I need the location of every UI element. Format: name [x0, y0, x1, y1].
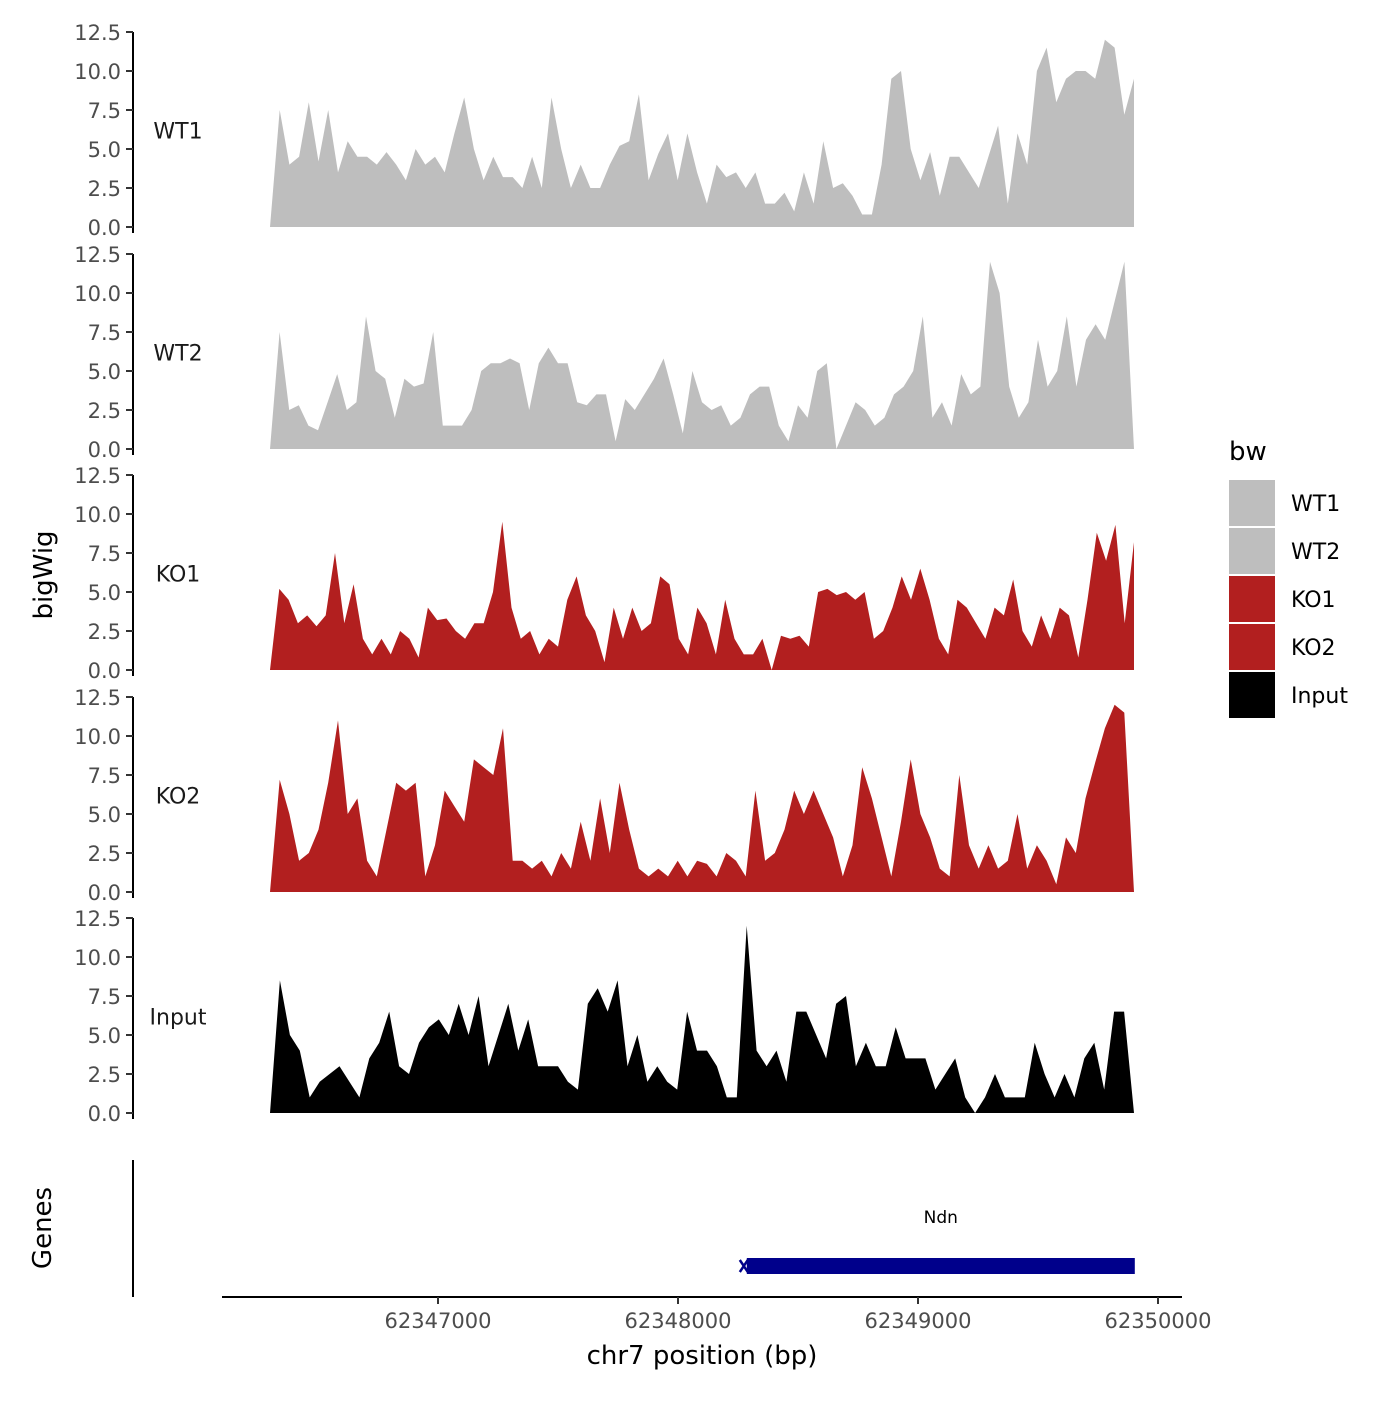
- legend-label: KO1: [1291, 588, 1336, 613]
- y-tick-label: 0.0: [88, 216, 121, 240]
- y-tick-label: 0.0: [88, 881, 121, 905]
- y-tick-label: 10.0: [74, 946, 121, 970]
- y-tick-label: 12.5: [74, 686, 121, 710]
- y-tick-label: 12.5: [74, 243, 121, 267]
- y-tick-label: 5.0: [88, 1024, 121, 1048]
- y-tick-label: 7.5: [88, 542, 121, 566]
- y-tick-label: 7.5: [88, 764, 121, 788]
- legend-title: bw: [1229, 437, 1267, 467]
- y-tick-label: 10.0: [74, 60, 121, 84]
- y-tick-label: 2.5: [88, 177, 121, 201]
- signal-area-ko1: [270, 521, 1134, 670]
- signal-area-input: [270, 925, 1134, 1113]
- y-tick-label: 2.5: [88, 399, 121, 423]
- y-tick-label: 7.5: [88, 321, 121, 345]
- y-tick-label: 12.5: [74, 21, 121, 45]
- legend-swatch-ko2: [1229, 624, 1275, 670]
- track-label: WT1: [153, 120, 202, 145]
- genes-panel: Genes Ndn: [28, 1160, 1135, 1297]
- x-tick-label: 62347000: [385, 1309, 492, 1333]
- track-label: KO1: [156, 563, 201, 588]
- x-tick-label: 62350000: [1105, 1309, 1212, 1333]
- legend: bw WT1 WT2 KO1 KO2 Input: [1229, 437, 1348, 718]
- gene-label: Ndn: [924, 1208, 958, 1228]
- legend-label: WT2: [1291, 540, 1340, 565]
- y-tick-label: 5.0: [88, 803, 121, 827]
- legend-swatch-wt2: [1229, 528, 1275, 574]
- track-panel-ko1: 0.0 2.5 5.0 7.5 10.0 12.5 KO1: [74, 464, 1134, 683]
- legend-label: WT1: [1291, 492, 1340, 517]
- y-tick-label: 10.0: [74, 503, 121, 527]
- strand-arrow-icon: [738, 1259, 749, 1273]
- track-label: WT2: [153, 342, 202, 367]
- y-axis-title: bigWig: [29, 530, 59, 619]
- y-tick-label: 7.5: [88, 985, 121, 1009]
- legend-swatch-input: [1229, 672, 1275, 718]
- legend-swatch-wt1: [1229, 480, 1275, 526]
- legend-label: KO2: [1291, 636, 1336, 661]
- y-tick-label: 0.0: [88, 438, 121, 462]
- y-tick-label: 7.5: [88, 99, 121, 123]
- x-axis: 62347000 62348000 62349000 62350000: [222, 1296, 1212, 1333]
- x-tick-label: 62348000: [625, 1309, 732, 1333]
- track-panel-ko2: 0.0 2.5 5.0 7.5 10.0 12.5 KO2: [74, 686, 1134, 905]
- y-tick-label: 5.0: [88, 138, 121, 162]
- track-label: KO2: [156, 785, 201, 810]
- y-tick-label: 0.0: [88, 659, 121, 683]
- x-tick-label: 62349000: [865, 1309, 972, 1333]
- y-tick-label: 2.5: [88, 1063, 121, 1087]
- y-tick-label: 5.0: [88, 581, 121, 605]
- y-tick-label: 10.0: [74, 725, 121, 749]
- track-panel-wt1: 0.0 2.5 5.0 7.5 10.0 12.5 WT1: [74, 21, 1134, 240]
- y-tick-label: 5.0: [88, 360, 121, 384]
- track-panel-input: 0.0 2.5 5.0 7.5 10.0 12.5 Input: [74, 907, 1134, 1126]
- y-tick-label: 2.5: [88, 842, 121, 866]
- y-tick-label: 12.5: [74, 907, 121, 931]
- signal-area-ko2: [270, 704, 1134, 892]
- genes-axis-title: Genes: [28, 1187, 58, 1269]
- track-label: Input: [150, 1006, 207, 1031]
- y-tick-label: 10.0: [74, 282, 121, 306]
- track-panels: 0.0 2.5 5.0 7.5 10.0 12.5 WT1 0.0 2.5 5.0 7.5 10.0 1…: [74, 21, 1134, 1126]
- y-tick-label: 12.5: [74, 464, 121, 488]
- track-panel-wt2: 0.0 2.5 5.0 7.5 10.0 12.5 WT2: [74, 243, 1134, 462]
- gene-body-ndn: [746, 1258, 1135, 1274]
- legend-swatch-ko1: [1229, 576, 1275, 622]
- signal-area-wt1: [270, 39, 1134, 227]
- legend-label: Input: [1291, 684, 1348, 709]
- y-tick-label: 2.5: [88, 620, 121, 644]
- y-tick-label: 0.0: [88, 1102, 121, 1126]
- signal-area-wt2: [270, 261, 1134, 449]
- x-axis-title: chr7 position (bp): [587, 1341, 818, 1371]
